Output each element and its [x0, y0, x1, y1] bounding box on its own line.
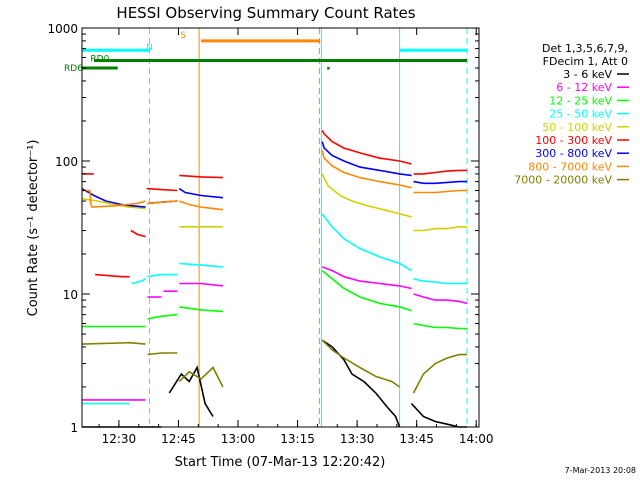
- flag-label-3: S: [180, 31, 186, 41]
- legend-label-2: 12 - 25 keV: [549, 94, 612, 107]
- y-axis-label: Count Rate (s⁻¹ detector⁻¹): [26, 140, 41, 317]
- legend-header-line-2: FDecim 1, Att 0: [543, 55, 628, 68]
- plot-frame: [81, 27, 480, 428]
- series-1-segment-4: [321, 266, 412, 290]
- flag-label-1: RD0: [90, 55, 109, 65]
- series-6-segment-0: [81, 187, 146, 208]
- series-6-segment-4: [413, 180, 468, 185]
- series-5-segment-4: [179, 174, 223, 179]
- legend-label-4: 50 - 100 keV: [542, 121, 612, 134]
- legend-label-5: 100 - 300 keV: [535, 134, 612, 147]
- series-8-segment-2: [178, 366, 224, 388]
- legend-label-6: 300 - 800 keV: [535, 147, 612, 160]
- series-4-segment-4: [413, 226, 468, 232]
- y-tick-label-3: 1000: [47, 22, 78, 36]
- x-tick-label-4: 13:30: [340, 432, 375, 446]
- y-tick-label-2: 100: [55, 155, 78, 169]
- flag-label-2: RD6: [64, 64, 83, 74]
- series-7-segment-4: [413, 189, 468, 194]
- series-2-segment-3: [321, 269, 412, 312]
- y-tick-label-0: 1: [70, 421, 78, 435]
- series-7-segment-2: [179, 200, 223, 211]
- series-5-segment-6: [413, 169, 468, 175]
- legend-label-7: 800 - 7000 keV: [528, 160, 612, 173]
- series-8-segment-3: [321, 339, 401, 388]
- y-tick-label-1: 10: [63, 288, 78, 302]
- series-2-segment-1: [147, 313, 178, 320]
- series-5-segment-1: [95, 273, 130, 278]
- legend-label-3: 25 - 50 keV: [549, 108, 612, 121]
- x-tick-label-5: 13:45: [399, 432, 434, 446]
- series-8-segment-1: [147, 352, 178, 356]
- series-3-segment-3: [179, 262, 223, 268]
- series-2-segment-2: [179, 306, 223, 313]
- x-tick-label-2: 13:00: [221, 432, 256, 446]
- legend-label-1: 6 - 12 keV: [556, 81, 612, 94]
- series-7-segment-3: [321, 150, 412, 189]
- series-3-segment-1: [131, 278, 146, 285]
- series-8-segment-0: [81, 341, 146, 345]
- chart-title: HESSI Observing Summary Count Rates: [116, 4, 415, 22]
- series-7-segment-0: [82, 189, 146, 208]
- series-8-segment-4: [412, 353, 468, 394]
- legend: Det 1,3,5,6,7,9, FDecim 1, Att 0 3 - 6 k…: [514, 42, 629, 187]
- x-tick-label-3: 13:15: [280, 432, 315, 446]
- legend-label-8: 7000 - 20000 keV: [514, 174, 612, 187]
- footer-date: 7-Mar-2013 20:08: [565, 466, 636, 475]
- x-tick-label-6: 14:00: [459, 432, 494, 446]
- flag-label-0: N: [146, 43, 153, 53]
- series-5-segment-2: [130, 229, 146, 238]
- series-1-segment-5: [413, 293, 468, 305]
- event-dot: [327, 67, 330, 70]
- series-1-segment-3: [179, 282, 223, 287]
- series-5-segment-3: [146, 187, 178, 192]
- plot-area: N RD0 RD6 S: [64, 28, 468, 428]
- series-3-segment-4: [321, 213, 412, 272]
- series-6-segment-2: [178, 187, 223, 199]
- axes: 12:30 12:45 13:00 13:15 13:30 13:45 14:00 1 10 10…: [47, 22, 493, 446]
- series-3-segment-5: [413, 278, 468, 285]
- series-5-segment-5: [321, 130, 412, 165]
- x-tick-label-0: 12:30: [102, 432, 137, 446]
- legend-header-line-1: Det 1,3,5,6,7,9,: [542, 42, 628, 55]
- series-2-segment-4: [413, 322, 468, 330]
- series-6-segment-3: [321, 141, 412, 177]
- series-4-segment-0: [81, 198, 146, 210]
- series-0-segment-2: [321, 339, 401, 428]
- series-3-segment-2: [147, 273, 178, 278]
- x-tick-label-1: 12:45: [161, 432, 196, 446]
- x-axis-label: Start Time (07-Mar-13 12:20:42): [175, 455, 386, 470]
- series-7-segment-1: [147, 200, 178, 205]
- legend-label-0: 3 - 6 keV: [563, 68, 612, 81]
- series-4-segment-3: [321, 173, 412, 218]
